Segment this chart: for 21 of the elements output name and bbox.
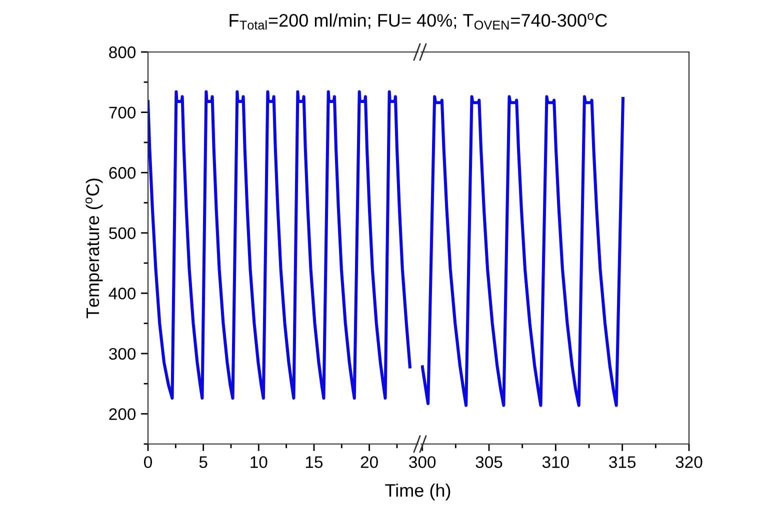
x-tick-label: 15 — [306, 456, 323, 468]
y-tick-label: 200 — [109, 408, 136, 420]
y-tick-label: 300 — [109, 348, 136, 360]
y-tick-label: 600 — [109, 167, 136, 179]
x-tick-label: 310 — [542, 456, 569, 468]
x-tick-label: 10 — [250, 456, 268, 468]
y-tick-label: 700 — [109, 106, 136, 119]
x-tick-label: 20 — [360, 456, 378, 468]
chart-title: F$_{Total}$=200 ml/min; FU= 40%; T$_{OVEN}$=740-300$^{o}$C — [230, 13, 608, 30]
x-tick-label: 320 — [676, 456, 702, 468]
x-axis-title: Time (h) — [385, 484, 450, 500]
x-tick-label: 5 — [199, 456, 208, 468]
y-tick-label: 500 — [109, 227, 136, 240]
y-tick-label: 400 — [108, 288, 136, 300]
y-tick-label: 800 — [109, 46, 136, 58]
x-tick-label: 305 — [476, 456, 502, 468]
y-axis-title: Temperature ($^{o}$C) — [86, 178, 103, 318]
x-tick-label: 0 — [144, 456, 152, 468]
x-tick-label: 300 — [409, 456, 436, 468]
x-tick-label: 315 — [609, 456, 636, 468]
line-series — [148, 90, 412, 400]
